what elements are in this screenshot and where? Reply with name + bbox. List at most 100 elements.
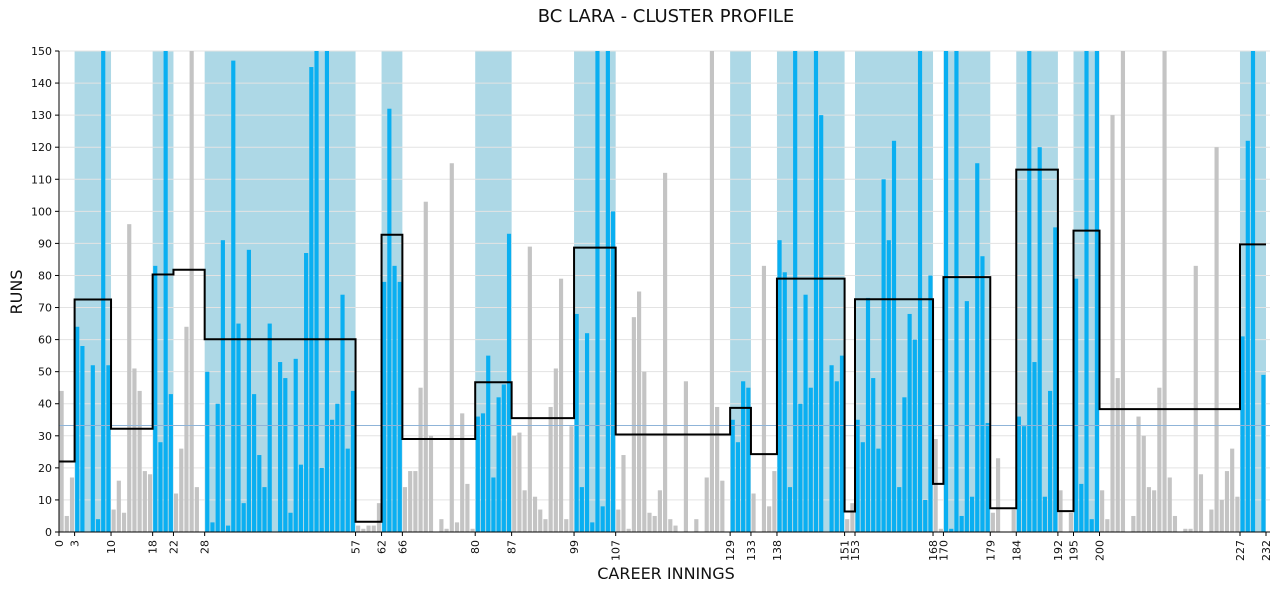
bar [517, 432, 522, 532]
y-tick-label: 140 [31, 77, 52, 90]
x-tick-label: 192 [1052, 540, 1065, 561]
bar [850, 503, 855, 532]
bar [584, 333, 590, 532]
x-tick-label: 168 [927, 540, 940, 561]
y-tick-label: 60 [38, 334, 52, 347]
bar [891, 140, 897, 532]
bar [579, 487, 584, 532]
bar [335, 403, 340, 532]
bar [990, 512, 995, 532]
bar [314, 51, 319, 532]
bar [829, 365, 834, 532]
bar [923, 499, 928, 532]
x-tick-label: 99 [568, 540, 581, 554]
bar [319, 467, 324, 532]
bar [418, 387, 423, 532]
x-tick-label: 62 [376, 540, 389, 554]
bar [397, 281, 402, 532]
bar [1193, 265, 1198, 532]
bar [116, 480, 121, 532]
bar [975, 163, 980, 532]
bar [304, 253, 309, 532]
bar [1141, 435, 1146, 532]
bar [548, 406, 553, 532]
bar [673, 525, 678, 532]
bar [595, 51, 600, 532]
x-tick-label: 28 [199, 540, 212, 554]
bar [220, 240, 225, 532]
bar [366, 525, 371, 532]
bar [1235, 496, 1240, 532]
bar [652, 515, 657, 532]
x-tick-label: 18 [147, 540, 160, 554]
bar [1110, 115, 1115, 532]
x-tick-label: 10 [105, 540, 118, 554]
bar [964, 301, 969, 532]
bar [995, 458, 1001, 532]
bar [834, 381, 839, 532]
bar [1131, 515, 1136, 532]
bar [501, 384, 506, 532]
y-tick-label: 110 [31, 173, 52, 186]
bar [278, 362, 283, 532]
bar [106, 365, 111, 532]
x-ticks: 0 3 10 18 22 28 57 62 66 80 87 99 107 129 133 138 151153… [53, 532, 1273, 561]
bar [1089, 519, 1094, 532]
x-tick-label: 153 [849, 540, 862, 561]
bar [75, 326, 80, 532]
bar [772, 471, 777, 532]
bar [101, 51, 106, 532]
bar [527, 246, 532, 532]
bar [1214, 147, 1219, 532]
bar [1120, 51, 1126, 532]
x-tick-label: 184 [1010, 540, 1023, 561]
bar [704, 477, 709, 532]
bar [943, 51, 949, 532]
bar [1105, 519, 1110, 532]
bar [1011, 509, 1016, 532]
bar [590, 522, 595, 532]
bar [205, 371, 210, 532]
bar [730, 419, 735, 532]
bar [657, 490, 662, 532]
bar [605, 51, 610, 532]
bar [288, 512, 293, 532]
x-tick-label: 57 [350, 540, 363, 554]
bar [621, 455, 626, 532]
bar [1167, 477, 1172, 532]
bar [610, 211, 616, 533]
bar [709, 51, 715, 532]
bar [69, 477, 75, 532]
bar [886, 240, 891, 532]
bar [262, 487, 267, 532]
highlight-band [152, 51, 174, 532]
x-tick-label: 138 [771, 540, 784, 561]
bar [933, 439, 938, 532]
bar [767, 506, 772, 532]
y-tick-label: 50 [38, 366, 52, 379]
bar [1094, 51, 1099, 532]
bar [376, 503, 382, 532]
bar [402, 487, 408, 532]
bar [496, 397, 501, 532]
bar [236, 323, 241, 532]
bar [194, 487, 199, 532]
y-tick-label: 10 [38, 494, 52, 507]
bar [969, 496, 975, 532]
bar [1032, 362, 1037, 532]
bar [64, 515, 69, 532]
bar [616, 509, 621, 532]
bar [532, 496, 538, 532]
bar [127, 224, 132, 532]
bar [454, 522, 460, 532]
y-tick-label: 130 [31, 109, 52, 122]
x-tick-label: 227 [1234, 540, 1247, 561]
bar [1079, 483, 1084, 532]
bar [543, 519, 548, 532]
bar [1245, 140, 1250, 532]
axes [58, 51, 1270, 533]
bar [715, 406, 720, 532]
bar [210, 522, 215, 532]
bar [569, 426, 574, 532]
y-tick-label: 80 [38, 269, 52, 282]
